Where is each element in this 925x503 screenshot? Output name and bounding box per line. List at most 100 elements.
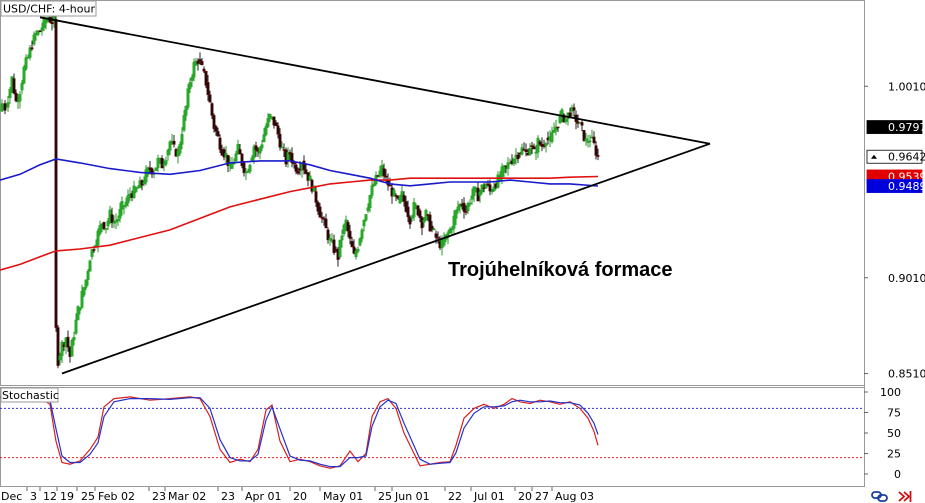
candle-body (462, 202, 466, 212)
price-marker-icon (871, 154, 877, 159)
candle-body (150, 168, 154, 175)
candle-body (216, 131, 220, 137)
candle-body (554, 126, 558, 131)
candle-body (80, 290, 84, 308)
candle-body (326, 229, 330, 241)
candle-body (92, 249, 96, 251)
candle-body (104, 228, 108, 230)
price-tag-label: 0.9489 (888, 180, 925, 193)
candle-body (524, 149, 528, 153)
moving-average-red-line (0, 175, 599, 271)
candle-body (512, 158, 516, 164)
candle-body (328, 238, 332, 241)
stochastic-title: Stochastic (2, 389, 59, 402)
time-axis-label: May 01 (323, 490, 363, 503)
candle-body (290, 153, 294, 164)
candle-body (448, 228, 452, 234)
candle-body (200, 61, 204, 66)
stochastic-d-line (0, 395, 599, 468)
candle-body (368, 195, 372, 208)
candle-body (240, 153, 244, 167)
candle-body (56, 327, 60, 366)
candle-body (252, 146, 256, 158)
candle-body (296, 171, 300, 174)
candle-body (552, 129, 556, 133)
candle-body (408, 216, 412, 225)
candle-body (268, 114, 272, 119)
candle-body (156, 157, 160, 168)
candle-body (314, 191, 318, 203)
time-axis-label: 22 (448, 490, 462, 503)
candle-body (202, 68, 206, 72)
candle-body (502, 165, 506, 173)
candle-body (294, 164, 298, 172)
candle-body (226, 154, 230, 166)
candle-body (96, 230, 100, 246)
candle-body (582, 130, 586, 141)
price-tag-label: 0.9797 (888, 121, 925, 134)
candle-body (378, 170, 382, 177)
candle-body (164, 160, 168, 165)
candle-body (190, 76, 194, 81)
candle-body (192, 62, 196, 78)
stochastic-plot (0, 394, 864, 469)
candle-body (464, 211, 468, 213)
candle-body (276, 125, 280, 135)
candle-body (264, 126, 268, 135)
candle-body (534, 151, 538, 154)
candle-body (558, 115, 562, 123)
candle-body (490, 190, 494, 193)
candle-body (280, 146, 284, 149)
chart-title: USD/CHF: 4-hour (3, 3, 95, 16)
candle-body (250, 157, 254, 162)
time-axis-label: 25 (378, 490, 392, 503)
candle-body (206, 82, 210, 95)
main-panel-frame (0, 0, 865, 386)
stochastic-tick-label: 100 (880, 386, 901, 399)
price-tick-label: 1.0010 (888, 80, 925, 93)
candle-body (146, 167, 150, 175)
candle-body (528, 148, 532, 156)
candle-body (362, 219, 366, 227)
candle-body (350, 241, 354, 248)
pattern-annotation: Trojúhelníková formace (448, 259, 673, 281)
stochastic-panel-frame (0, 387, 865, 487)
candle-body (382, 168, 386, 177)
candle-body (416, 205, 420, 216)
candle-body (486, 183, 490, 186)
candle-body (210, 103, 214, 116)
arrow-right-icon[interactable] (898, 491, 912, 502)
candle-body (302, 160, 306, 170)
main-plot (0, 6, 711, 375)
candle-body (218, 137, 222, 150)
candle-body (398, 195, 402, 204)
time-axis-label: Aug 03 (555, 490, 594, 503)
candle-body (112, 221, 116, 224)
candle-body (182, 115, 186, 131)
candle-body (358, 238, 362, 246)
candle-body (346, 221, 350, 232)
price-axis-area (865, 0, 925, 487)
candle-body (454, 210, 458, 219)
candle-body (536, 137, 540, 153)
candle-body (348, 230, 352, 239)
candle-body (248, 164, 252, 172)
price-tag-label: 0.9642 (888, 151, 925, 164)
candle-body (580, 122, 584, 126)
candle-body (54, 18, 58, 328)
candle-body (342, 224, 346, 234)
candle-body (488, 184, 492, 192)
candle-body (90, 249, 94, 257)
candle-body (588, 140, 592, 142)
link-icon[interactable] (871, 491, 888, 502)
candle-body (142, 181, 146, 185)
candle-body (178, 144, 182, 154)
candle-body (260, 144, 264, 149)
candle-body (110, 214, 114, 224)
candle-body (116, 219, 120, 222)
candle-body (392, 189, 396, 197)
candle-body (230, 163, 234, 169)
candle-body (594, 145, 598, 156)
candle-body (166, 150, 170, 156)
